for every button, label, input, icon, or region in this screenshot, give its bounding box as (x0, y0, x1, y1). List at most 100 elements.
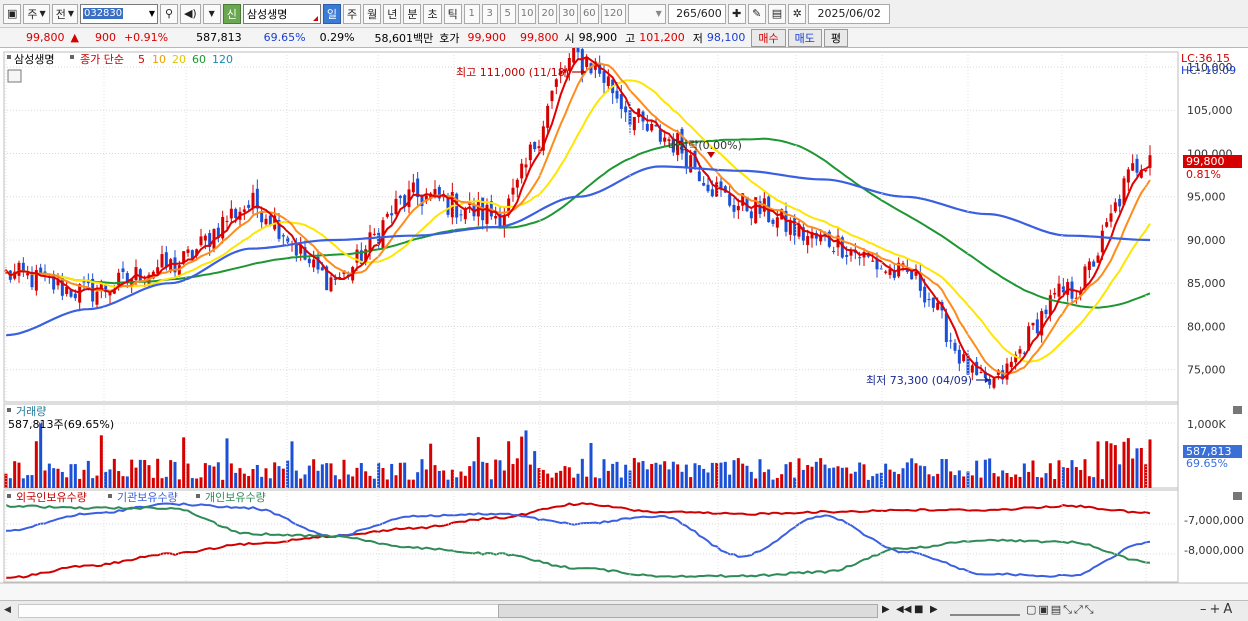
candle-body (658, 129, 662, 142)
candle-body (1044, 309, 1048, 315)
volume-bar (520, 436, 524, 488)
candle-body (394, 198, 398, 215)
sell-button[interactable]: 매도 (787, 28, 822, 47)
volume-bar (1113, 445, 1117, 488)
tab-tick[interactable]: 틱 (443, 3, 462, 24)
crosshair-icon[interactable]: ✚ (727, 3, 746, 24)
tab-daily[interactable]: 일 (322, 3, 341, 24)
candle-body (797, 223, 801, 237)
volume-bar (940, 458, 944, 488)
draw-tool-icon[interactable]: ✎ (747, 3, 766, 24)
volume-bar (320, 464, 324, 488)
candle-body (1048, 295, 1052, 315)
candle-body (983, 371, 987, 379)
eval-button[interactable]: 평 (823, 28, 849, 47)
date-field[interactable]: 2025/06/02 (808, 3, 891, 24)
quote-bar: 99,800 ▲ 900 +0.91% 587,813 69.65% 0.29%… (0, 28, 1248, 48)
candle-body (1100, 230, 1104, 253)
close-icon[interactable] (1233, 492, 1242, 500)
candle-body (979, 372, 983, 374)
scroll-right-icon[interactable]: ▶ (882, 604, 890, 615)
volume-bar (723, 461, 727, 488)
candle-body (754, 197, 758, 224)
close-icon[interactable] (1233, 406, 1242, 414)
period-dropdown[interactable]: 주 ▼ (23, 3, 50, 24)
volume-bar (680, 471, 684, 488)
chevron-down-icon[interactable]: ▼ (202, 3, 221, 24)
holding-axis-label-2: -8,000,000 (1184, 544, 1244, 557)
chevron-down-icon[interactable]: ▼ (148, 9, 155, 18)
candle-body (736, 205, 740, 211)
candle-body (845, 255, 849, 257)
legend-institution: 기관보유수량 (117, 491, 178, 504)
candle-body (988, 379, 992, 385)
tab-minute[interactable]: 분 (403, 3, 422, 24)
volume-bar (580, 458, 584, 488)
interval-10[interactable]: 10 (517, 3, 537, 24)
volume-bar (732, 460, 736, 488)
search-icon[interactable]: ⚲ (159, 3, 178, 24)
tab-second[interactable]: 초 (423, 3, 442, 24)
volume-bar (1022, 463, 1026, 488)
candle-body (814, 233, 818, 239)
volume-bar (767, 469, 771, 488)
candle-body (585, 58, 589, 67)
stock-code-value: 032830 (82, 8, 124, 19)
zoom-controls-icon[interactable]: –+A (1200, 602, 1236, 617)
legend-ma20: 20 (172, 53, 186, 66)
candle-body (1005, 363, 1009, 380)
interval-120[interactable]: 120 (600, 3, 626, 24)
gear-icon[interactable]: ✲ (788, 3, 807, 24)
candle-body (728, 194, 732, 206)
chart-scrollbar[interactable]: ◀ ▶ ◀◀ ■ ▶ ▢▣▤⤡⤢⤡ –+A (0, 600, 1248, 621)
count-field[interactable]: 265/600 (667, 3, 726, 24)
legend-ma10: 10 (152, 53, 166, 66)
candle-body (680, 128, 684, 154)
candle-body (1139, 169, 1143, 178)
volume-bar (1001, 470, 1005, 488)
buy-button[interactable]: 매수 (751, 28, 786, 47)
scroll-left-icon[interactable]: ◀ (4, 605, 11, 615)
volume-bar (641, 461, 645, 488)
price-change-pct: +0.91% (123, 31, 169, 44)
rewind-icon[interactable]: ◀◀ (896, 604, 912, 615)
y-tick-label: 95,000 (1187, 191, 1226, 204)
volume-bar (216, 462, 220, 488)
tab-monthly[interactable]: 월 (363, 3, 382, 24)
play-icon[interactable]: ▶ (930, 604, 938, 615)
stock-name-field[interactable]: 삼성생명 (242, 3, 321, 24)
volume-bar (654, 462, 658, 488)
table-toggle-icon[interactable] (7, 69, 22, 83)
jeon-dropdown[interactable]: 전 ▼ (51, 3, 78, 24)
layout-icon[interactable]: ▣ (3, 3, 22, 24)
interval-3[interactable]: 3 (481, 3, 498, 24)
interval-1[interactable]: 1 (463, 3, 480, 24)
interval-custom-dropdown[interactable]: ▼ (627, 3, 666, 24)
volume-bar (442, 470, 446, 488)
high-annotation: 최고 111,000 (11/18) (456, 66, 569, 79)
save-icon[interactable]: ▤ (767, 3, 787, 24)
view-tools-icon[interactable]: ▢▣▤⤡⤢⤡ (1026, 603, 1096, 616)
volume-current-pct: 69.65% (1186, 457, 1228, 470)
volume-bar (333, 475, 337, 488)
tab-yearly[interactable]: 년 (383, 3, 402, 24)
volume-bar (73, 464, 77, 488)
candle-body (957, 349, 961, 364)
volume-bar (996, 476, 1000, 488)
interval-5[interactable]: 5 (499, 3, 516, 24)
scroll-thumb[interactable] (498, 604, 878, 618)
price-change: 900 (94, 31, 116, 44)
new-badge[interactable]: 신 (222, 3, 241, 24)
stop-icon[interactable]: ■ (914, 604, 924, 615)
stock-code-input[interactable]: 032830 ▼ (79, 3, 158, 24)
stock-chart[interactable]: 75,00080,00085,00090,00095,000100,000105… (0, 32, 1248, 600)
volume-bar (1018, 476, 1022, 488)
candle-body (424, 195, 428, 202)
interval-20[interactable]: 20 (538, 3, 558, 24)
zoom-slider[interactable] (950, 606, 1020, 616)
volume-bar (572, 477, 576, 488)
tab-weekly[interactable]: 주 (342, 3, 362, 24)
interval-30[interactable]: 30 (559, 3, 578, 24)
interval-60[interactable]: 60 (579, 3, 599, 24)
speaker-icon[interactable]: ◀) (179, 3, 201, 24)
